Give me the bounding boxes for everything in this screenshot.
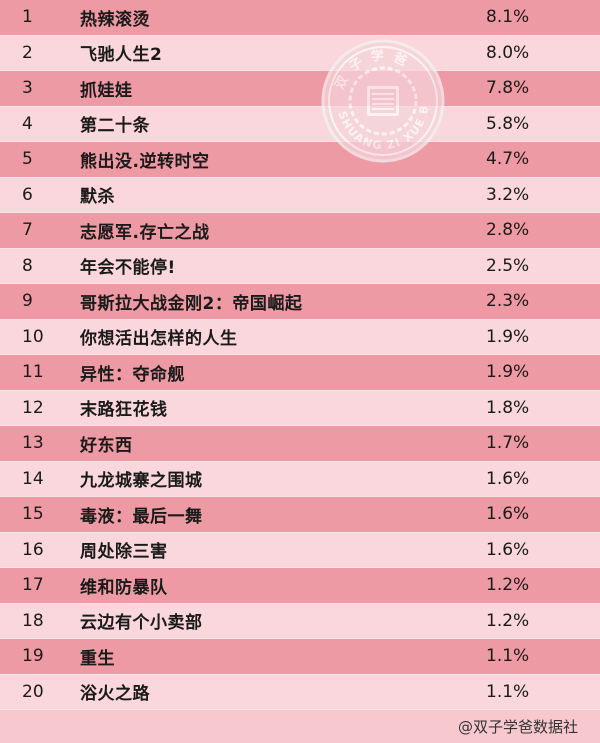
rank-cell: 13	[22, 433, 44, 454]
table-row: 7 志愿军.存亡之战 2.8%	[0, 213, 600, 249]
share-cell: 3.2%	[486, 184, 530, 205]
table-row: 1 热辣滚烫 8.1%	[0, 0, 600, 36]
ranking-table: 1 热辣滚烫 8.1% 2 飞驰人生2 8.0% 3 抓娃娃 7.8% 4 第二十条 5.8% 5 熊出没…	[0, 0, 600, 710]
table-row: 8 年会不能停! 2.5%	[0, 248, 600, 284]
movie-title-cell: 异性：夺命舰	[80, 364, 185, 385]
share-cell: 1.2%	[486, 610, 530, 631]
movie-title-cell: 末路狂花钱	[80, 400, 168, 421]
share-cell: 1.6%	[486, 468, 530, 489]
table-row: 6 默杀 3.2%	[0, 177, 600, 213]
table-row: 5 熊出没.逆转时空 4.7%	[0, 142, 600, 178]
table-row: 9 哥斯拉大战金刚2：帝国崛起 2.3%	[0, 284, 600, 320]
rank-cell: 11	[22, 362, 44, 383]
table-row: 20 浴火之路 1.1%	[0, 674, 600, 710]
rank-cell: 7	[22, 220, 33, 241]
table-row: 4 第二十条 5.8%	[0, 106, 600, 142]
table-row: 17 维和防暴队 1.2%	[0, 568, 600, 604]
table-row: 14 九龙城寨之围城 1.6%	[0, 461, 600, 497]
rank-cell: 2	[22, 42, 33, 63]
movie-title-cell: 志愿军.存亡之战	[80, 222, 210, 243]
table-row: 3 抓娃娃 7.8%	[0, 71, 600, 107]
share-cell: 8.0%	[486, 42, 530, 63]
movie-title-cell: 浴火之路	[80, 684, 150, 705]
movie-title-cell: 抓娃娃	[80, 80, 133, 101]
rank-cell: 20	[22, 681, 44, 702]
table-row: 16 周处除三害 1.6%	[0, 532, 600, 568]
movie-title-cell: 飞驰人生2	[80, 45, 163, 66]
movie-title-cell: 好东西	[80, 435, 133, 456]
share-cell: 1.2%	[486, 575, 530, 596]
rank-cell: 4	[22, 113, 33, 134]
share-cell: 1.6%	[486, 504, 530, 525]
table-row: 19 重生 1.1%	[0, 639, 600, 675]
share-cell: 2.8%	[486, 220, 530, 241]
table-row: 13 好东西 1.7%	[0, 426, 600, 462]
rank-cell: 17	[22, 575, 44, 596]
movie-title-cell: 热辣滚烫	[80, 9, 150, 30]
movie-title-cell: 你想活出怎样的人生	[80, 329, 238, 350]
share-cell: 7.8%	[486, 78, 530, 99]
share-cell: 4.7%	[486, 149, 530, 170]
share-cell: 2.5%	[486, 255, 530, 276]
rank-cell: 8	[22, 255, 33, 276]
share-cell: 1.9%	[486, 362, 530, 383]
movie-title-cell: 云边有个小卖部	[80, 613, 203, 634]
share-cell: 5.8%	[486, 113, 530, 134]
rank-cell: 18	[22, 610, 44, 631]
share-cell: 2.3%	[486, 291, 530, 312]
share-cell: 1.7%	[486, 433, 530, 454]
table-row: 2 飞驰人生2 8.0%	[0, 35, 600, 71]
rank-cell: 10	[22, 326, 44, 347]
share-cell: 1.6%	[486, 539, 530, 560]
movie-title-cell: 九龙城寨之围城	[80, 471, 203, 492]
share-cell: 1.8%	[486, 397, 530, 418]
movie-title-cell: 重生	[80, 648, 115, 669]
rank-cell: 1	[22, 7, 33, 28]
table-row: 18 云边有个小卖部 1.2%	[0, 603, 600, 639]
rank-cell: 9	[22, 291, 33, 312]
source-credit: @双子学爸数据社	[457, 718, 578, 736]
share-cell: 8.1%	[486, 7, 530, 28]
table-row: 15 毒液：最后一舞 1.6%	[0, 497, 600, 533]
movie-title-cell: 哥斯拉大战金刚2：帝国崛起	[80, 293, 303, 314]
share-cell: 1.1%	[486, 646, 530, 667]
rank-cell: 12	[22, 397, 44, 418]
rank-cell: 16	[22, 539, 44, 560]
rank-cell: 6	[22, 184, 33, 205]
movie-title-cell: 维和防暴队	[80, 577, 168, 598]
movie-title-cell: 默杀	[80, 187, 115, 208]
rank-cell: 14	[22, 468, 44, 489]
movie-title-cell: 毒液：最后一舞	[80, 506, 203, 527]
movie-title-cell: 第二十条	[80, 116, 150, 137]
movie-title-cell: 周处除三害	[80, 542, 168, 563]
rank-cell: 19	[22, 646, 44, 667]
table-row: 11 异性：夺命舰 1.9%	[0, 355, 600, 391]
table-row: 12 末路狂花钱 1.8%	[0, 390, 600, 426]
rank-cell: 3	[22, 78, 33, 99]
footer: @双子学爸数据社	[0, 710, 600, 743]
movie-title-cell: 熊出没.逆转时空	[80, 151, 210, 172]
table-row: 10 你想活出怎样的人生 1.9%	[0, 319, 600, 355]
share-cell: 1.1%	[486, 681, 530, 702]
rank-cell: 5	[22, 149, 33, 170]
share-cell: 1.9%	[486, 326, 530, 347]
movie-title-cell: 年会不能停!	[80, 258, 176, 279]
rank-cell: 15	[22, 504, 44, 525]
